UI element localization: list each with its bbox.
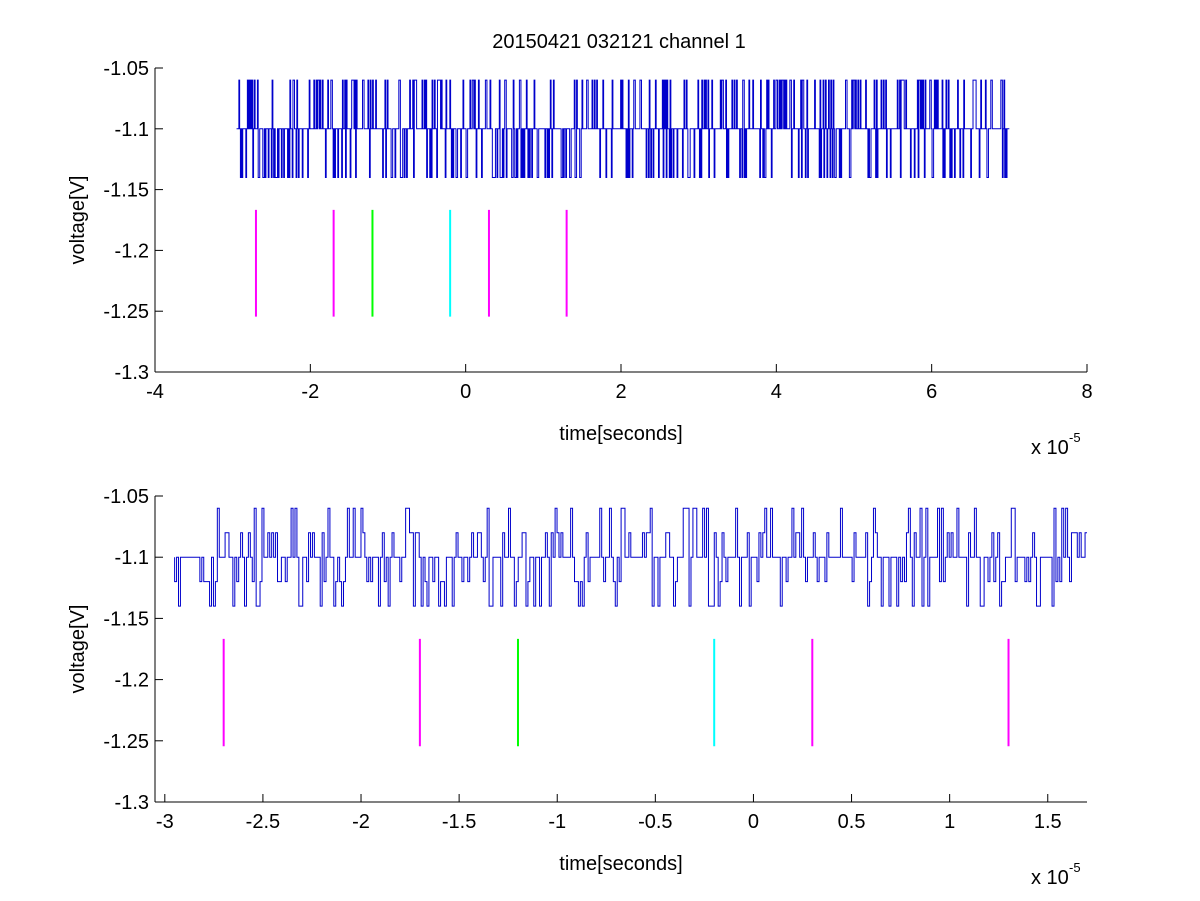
y-tick-label: -1.05 <box>103 58 149 80</box>
x-tick-label: 6 <box>926 381 937 403</box>
top-plot: -4 -2 0 2 4 6 8 -1.05 -1.1 -1.15 -1.2 -1.25 -1.3 time… <box>67 58 1093 459</box>
x-tick-label: 1 <box>944 811 955 833</box>
x-tick-label: -3 <box>156 811 174 833</box>
x-exponent-value: -5 <box>1069 430 1081 445</box>
x-tick-label: -2 <box>301 381 319 403</box>
x-tick-label: -1.5 <box>442 811 476 833</box>
y-axis-label: voltage[V] <box>67 176 89 265</box>
x-tick-label: -2.5 <box>246 811 280 833</box>
y-tick-label: -1.1 <box>115 119 149 141</box>
x-tick-label: -1 <box>548 811 566 833</box>
x-axis-label: time[seconds] <box>559 853 682 875</box>
y-tick-label: -1.25 <box>103 731 149 753</box>
x-tick-label: 0.5 <box>838 811 866 833</box>
y-tick-label: -1.3 <box>115 792 149 814</box>
x-tick-label: 8 <box>1081 381 1092 403</box>
x-tick-label: 0 <box>460 381 471 403</box>
x-axis-label: time[seconds] <box>559 423 682 445</box>
x-tick-label: -2 <box>352 811 370 833</box>
x-exponent-label: x 10 <box>1031 437 1069 459</box>
voltage-signal-line <box>236 79 1010 178</box>
bottom-plot: -3 -2.5 -2 -1.5 -1 -0.5 0 0.5 1 1.5 -1.05 -1.1 -1.15… <box>67 486 1087 889</box>
y-tick-label: -1.1 <box>115 547 149 569</box>
y-axis-label: voltage[V] <box>67 605 89 694</box>
x-tick-label: -4 <box>146 381 164 403</box>
x-tick-label: 0 <box>748 811 759 833</box>
y-tick-label: -1.3 <box>115 362 149 384</box>
x-exponent-label: x 10 <box>1031 867 1069 889</box>
x-tick-label: 4 <box>771 381 782 403</box>
y-tick-label: -1.15 <box>103 180 149 202</box>
y-tick-label: -1.2 <box>115 670 149 692</box>
figure-title: 20150421 032121 channel 1 <box>492 31 746 53</box>
x-tick-label: 2 <box>615 381 626 403</box>
y-tick-label: -1.15 <box>103 608 149 630</box>
x-tick-label: 1.5 <box>1034 811 1062 833</box>
x-exponent-value: -5 <box>1069 860 1081 875</box>
x-tick-label: -0.5 <box>638 811 672 833</box>
y-tick-label: -1.05 <box>103 486 149 508</box>
y-tick-label: -1.2 <box>115 240 149 262</box>
voltage-signal-line <box>174 507 1087 607</box>
y-tick-label: -1.25 <box>103 301 149 323</box>
